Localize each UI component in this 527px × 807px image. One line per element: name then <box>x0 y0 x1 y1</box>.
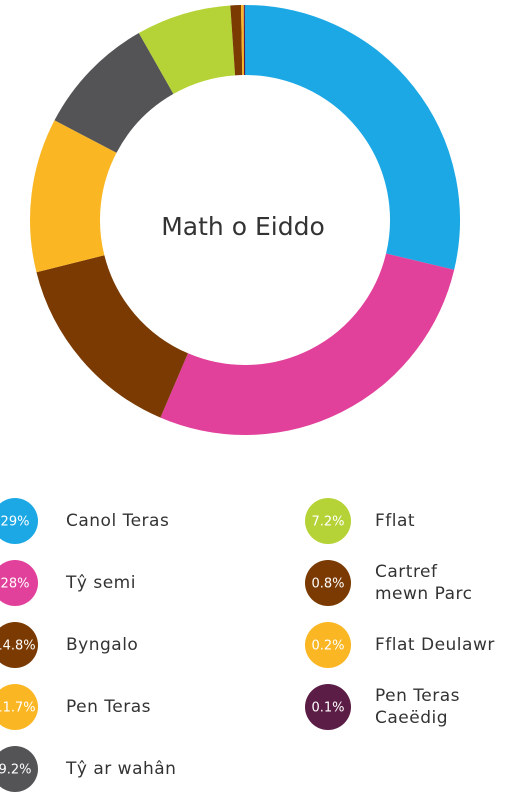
donut-segment <box>244 5 460 270</box>
legend-value: 14.8% <box>0 639 36 654</box>
legend-value: 7.2% <box>311 515 344 530</box>
donut-segment <box>160 252 455 435</box>
chart-title: Math o Eiddo <box>161 212 325 241</box>
legend-swatch <box>0 684 38 730</box>
donut-segment <box>54 33 175 154</box>
legend-label: Pen Teras <box>66 697 152 717</box>
legend-label: Tŷ semi <box>66 573 136 593</box>
legend-label: Fflat Deulawr <box>375 635 495 655</box>
legend-label: Tŷ ar wahân <box>66 759 177 779</box>
legend-label: Fflat <box>375 511 416 531</box>
donut-segment <box>30 120 117 273</box>
legend-swatch <box>0 746 38 792</box>
legend-label: Canol Teras <box>66 511 170 531</box>
legend-value: 0.1% <box>311 701 344 716</box>
legend-value: 29% <box>1 515 30 530</box>
legend-label: Cartref mewn Parc <box>375 562 473 604</box>
legend-value: 9.2% <box>0 763 32 778</box>
legend-swatch <box>305 560 351 606</box>
legend-label: Byngalo <box>66 635 139 655</box>
legend-value: 11.7% <box>0 701 36 716</box>
legend-swatch <box>0 560 38 606</box>
legend-label: Pen Teras Caeëdig <box>375 686 461 728</box>
legend-value: 28% <box>1 577 30 592</box>
donut-segment <box>36 254 189 418</box>
legend-value: 0.2% <box>311 639 344 654</box>
legend-swatch <box>305 622 351 668</box>
legend-value: 0.8% <box>311 577 344 592</box>
legend-swatch <box>0 622 38 668</box>
donut-segment <box>138 5 236 95</box>
legend-swatch <box>305 684 351 730</box>
legend-swatch <box>0 498 38 544</box>
legend-swatch <box>305 498 351 544</box>
